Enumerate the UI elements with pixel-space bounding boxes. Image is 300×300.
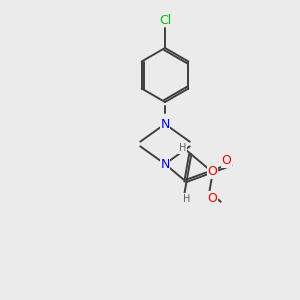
Text: O: O (222, 154, 232, 167)
Text: N: N (160, 158, 170, 170)
Text: O: O (207, 165, 217, 178)
Text: H: H (183, 194, 191, 204)
Text: H: H (179, 143, 186, 153)
Text: Cl: Cl (159, 14, 171, 26)
Text: O: O (207, 192, 217, 205)
Text: N: N (160, 118, 170, 130)
